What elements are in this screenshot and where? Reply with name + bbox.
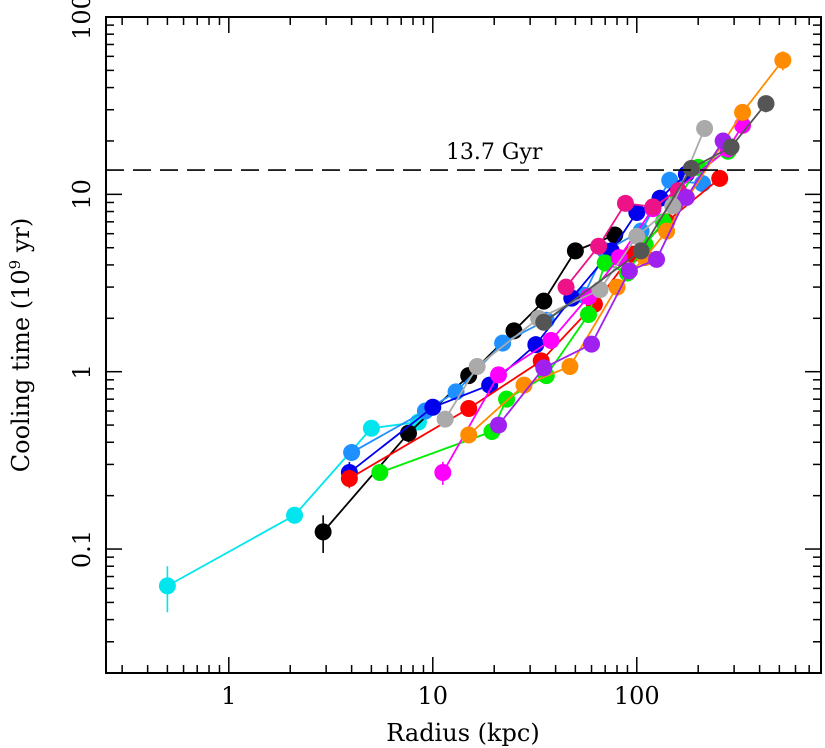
data-point <box>616 194 634 212</box>
data-point <box>620 262 638 280</box>
data-point <box>468 357 486 375</box>
tick-label-layer: 1 10 100 0.1 1 10 100 <box>68 0 660 710</box>
series-line <box>166 421 419 587</box>
data-point <box>628 204 646 222</box>
data-point <box>591 281 609 299</box>
series-line <box>351 179 703 454</box>
data-point <box>734 103 752 121</box>
reference-line-label: 13.7 Gyr <box>446 140 543 165</box>
data-point <box>583 335 601 353</box>
data-point <box>535 359 553 377</box>
data-point <box>774 51 792 69</box>
data-point <box>460 400 478 418</box>
data-point <box>158 577 176 595</box>
data-point <box>286 506 304 524</box>
reference-line-layer: 13.7 Gyr <box>106 140 821 171</box>
data-point <box>490 366 508 384</box>
data-point <box>434 464 452 482</box>
y-tick-label: 1 <box>68 364 96 379</box>
x-tick-label: 10 <box>418 682 449 710</box>
series-2 <box>314 226 624 553</box>
data-point <box>628 227 646 245</box>
data-point <box>371 464 389 482</box>
plot-frame <box>105 16 822 674</box>
data-point <box>644 198 662 216</box>
data-point <box>527 336 545 354</box>
data-point <box>314 523 332 541</box>
data-point <box>664 197 682 215</box>
data-point <box>343 444 361 462</box>
data-point <box>542 331 560 349</box>
data-point <box>658 222 676 240</box>
data-point <box>648 250 666 268</box>
series-layer <box>158 51 792 613</box>
data-point <box>566 242 584 260</box>
series-10 <box>490 132 732 434</box>
y-axis-label-main: Cooling time (10 <box>7 269 35 472</box>
series-11 <box>436 120 714 428</box>
data-point <box>608 278 626 296</box>
x-axis-label: Radius (kpc) <box>386 719 539 747</box>
y-tick-label: 100 <box>68 0 96 40</box>
data-point <box>734 116 752 134</box>
data-point <box>494 334 512 352</box>
x-tick-label: 1 <box>221 682 236 710</box>
data-point <box>677 188 695 206</box>
data-point <box>682 159 700 177</box>
data-point <box>561 357 579 375</box>
data-point <box>757 95 775 113</box>
data-point <box>424 398 442 416</box>
x-tick-label: 100 <box>614 682 660 710</box>
data-point <box>535 292 553 310</box>
data-point <box>722 138 740 156</box>
data-point <box>498 390 516 408</box>
data-point <box>610 249 628 267</box>
series-1 <box>158 413 427 613</box>
data-point <box>696 120 714 138</box>
data-point <box>590 237 608 255</box>
data-point <box>460 426 478 444</box>
data-point <box>490 416 508 434</box>
data-point <box>362 419 380 437</box>
y-tick-label: 10 <box>68 179 96 210</box>
series-12 <box>535 95 775 331</box>
series-line <box>444 128 706 420</box>
y-tick-label: 0.1 <box>68 530 96 568</box>
tick-layer <box>106 16 822 674</box>
y-axis-label: Cooling time (109 yr) <box>6 218 35 472</box>
data-point <box>580 306 598 324</box>
data-point <box>535 313 553 331</box>
y-axis-label-sup: 9 <box>6 260 24 270</box>
y-axis-label-tail: yr) <box>7 218 35 260</box>
data-point <box>596 254 614 272</box>
data-point <box>557 278 575 296</box>
data-point <box>632 242 650 260</box>
data-point <box>515 376 533 394</box>
data-point <box>340 469 358 487</box>
data-point <box>436 410 454 428</box>
data-point <box>711 169 729 187</box>
